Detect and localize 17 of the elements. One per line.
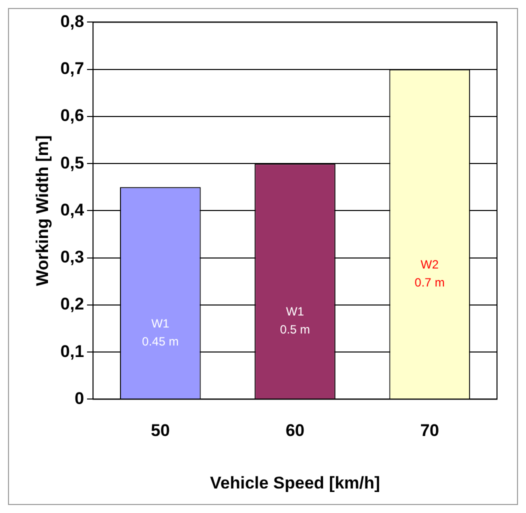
x-tick-label: 70 — [420, 421, 440, 440]
y-tick-label: 0,1 — [60, 342, 84, 361]
y-tick-label: 0,3 — [60, 248, 84, 267]
y-tick-label: 0,4 — [60, 200, 85, 220]
y-tick-label: 0,5 — [60, 153, 84, 172]
y-tick-label: 0,8 — [60, 12, 84, 31]
y-tick-label: 0,7 — [60, 59, 84, 78]
x-tick-label: 60 — [286, 421, 304, 440]
y-tick-label: 0 — [74, 388, 84, 408]
x-axis-title: Vehicle Speed [km/h] — [210, 473, 380, 492]
y-tick-label: 0,6 — [60, 106, 84, 126]
y-axis-title: Working Width [m] — [32, 135, 52, 286]
y-tick-label: 0,2 — [60, 294, 84, 314]
x-tick-label: 50 — [150, 421, 170, 440]
data-label: W1 0.5 m — [280, 304, 310, 337]
data-label: W2 0.7 m — [414, 258, 445, 290]
data-label: W1 0.45 m — [142, 316, 179, 348]
